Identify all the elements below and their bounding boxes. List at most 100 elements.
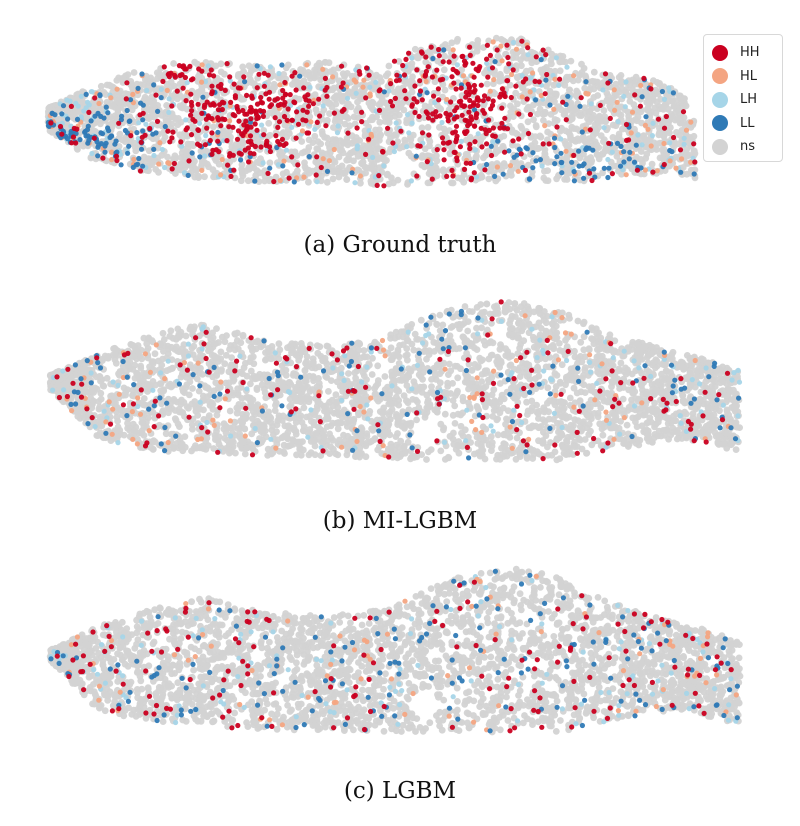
point-ns xyxy=(553,436,560,444)
point-hh xyxy=(409,102,415,108)
point-hh xyxy=(448,99,454,105)
point-hh xyxy=(470,102,476,108)
point-hh xyxy=(479,144,485,150)
point-hh xyxy=(440,140,446,146)
point-hl xyxy=(96,100,102,107)
point-ll xyxy=(77,137,83,143)
point-ns xyxy=(540,65,548,73)
point-hh xyxy=(218,85,224,91)
point-lh xyxy=(621,93,627,99)
point-hh xyxy=(557,76,563,82)
point-hh xyxy=(177,72,183,79)
point-lh xyxy=(64,97,70,103)
point-hh xyxy=(506,61,512,67)
point-ns xyxy=(329,136,337,143)
point-hl xyxy=(444,96,450,103)
point-hh xyxy=(188,77,195,83)
point-ns xyxy=(344,100,351,107)
legend: HH HL LH LL ns xyxy=(703,34,783,162)
legend-label-hh: HH xyxy=(740,45,760,61)
point-hh xyxy=(306,98,312,104)
point-ll xyxy=(543,77,549,83)
point-ns xyxy=(345,152,352,159)
point-ns xyxy=(508,172,515,179)
point-ns xyxy=(544,177,552,185)
point-ns xyxy=(331,93,339,101)
point-hh xyxy=(366,136,372,142)
point-hh xyxy=(275,96,281,102)
point-ns xyxy=(407,136,415,144)
point-hh xyxy=(272,115,278,121)
point-ns xyxy=(273,109,281,117)
point-ll xyxy=(571,169,577,175)
point-hh xyxy=(209,91,215,97)
point-hh xyxy=(560,99,566,105)
point-ns xyxy=(675,140,683,148)
point-ns xyxy=(332,115,340,123)
point-hh xyxy=(484,56,490,62)
point-hh xyxy=(289,73,295,79)
point-ll xyxy=(617,163,624,169)
point-ns xyxy=(312,106,320,114)
point-hh xyxy=(241,122,247,128)
point-ns xyxy=(299,111,307,119)
point-ns xyxy=(311,91,319,99)
point-ns xyxy=(369,165,376,173)
point-ll xyxy=(537,157,544,163)
point-ll xyxy=(538,57,544,63)
point-ns xyxy=(386,114,394,122)
point-ns xyxy=(45,104,53,112)
point-lh xyxy=(409,55,415,61)
point-ns xyxy=(311,442,319,450)
point-hh xyxy=(86,109,92,115)
point-ns xyxy=(241,450,249,458)
point-hl xyxy=(494,164,500,170)
point-ns xyxy=(305,166,313,174)
legend-item-hh: HH xyxy=(712,41,774,65)
point-lh xyxy=(406,130,412,136)
point-hh xyxy=(261,70,267,76)
point-hh xyxy=(139,134,145,140)
point-ns xyxy=(716,407,723,415)
point-hh xyxy=(434,67,440,73)
point-ll xyxy=(60,103,67,109)
point-ns xyxy=(400,106,408,114)
point-hh xyxy=(467,97,473,103)
point-hh xyxy=(293,135,299,141)
point-hh xyxy=(471,74,477,80)
point-hh xyxy=(489,65,496,71)
point-ns xyxy=(321,97,329,105)
point-hh xyxy=(485,74,491,80)
point-ns xyxy=(542,355,549,363)
point-hh xyxy=(477,64,483,70)
point-hh xyxy=(318,164,324,171)
point-ll xyxy=(101,115,107,121)
point-hh xyxy=(257,108,263,114)
point-ns xyxy=(217,60,225,68)
point-ll xyxy=(279,62,285,68)
point-hh xyxy=(661,125,668,131)
point-hh xyxy=(417,78,423,84)
point-lh xyxy=(609,149,615,155)
point-ll xyxy=(691,171,697,177)
point-lh xyxy=(474,174,480,180)
point-ll xyxy=(49,110,55,116)
point-hh xyxy=(187,63,193,69)
point-hh xyxy=(363,95,369,101)
point-ns xyxy=(563,176,571,183)
point-ns xyxy=(531,133,539,141)
point-hh xyxy=(211,102,217,108)
point-ns xyxy=(653,146,660,153)
point-ns xyxy=(191,58,199,66)
point-hh xyxy=(419,97,425,103)
point-hh xyxy=(434,147,440,153)
point-hl xyxy=(667,158,673,164)
point-hl xyxy=(629,109,636,115)
point-ll xyxy=(130,164,136,170)
point-lh xyxy=(158,86,164,92)
point-ns xyxy=(385,180,393,188)
point-hh xyxy=(281,113,288,120)
point-hh xyxy=(451,53,457,59)
panel-mi-lgbm xyxy=(0,280,800,480)
point-ll xyxy=(97,93,103,99)
